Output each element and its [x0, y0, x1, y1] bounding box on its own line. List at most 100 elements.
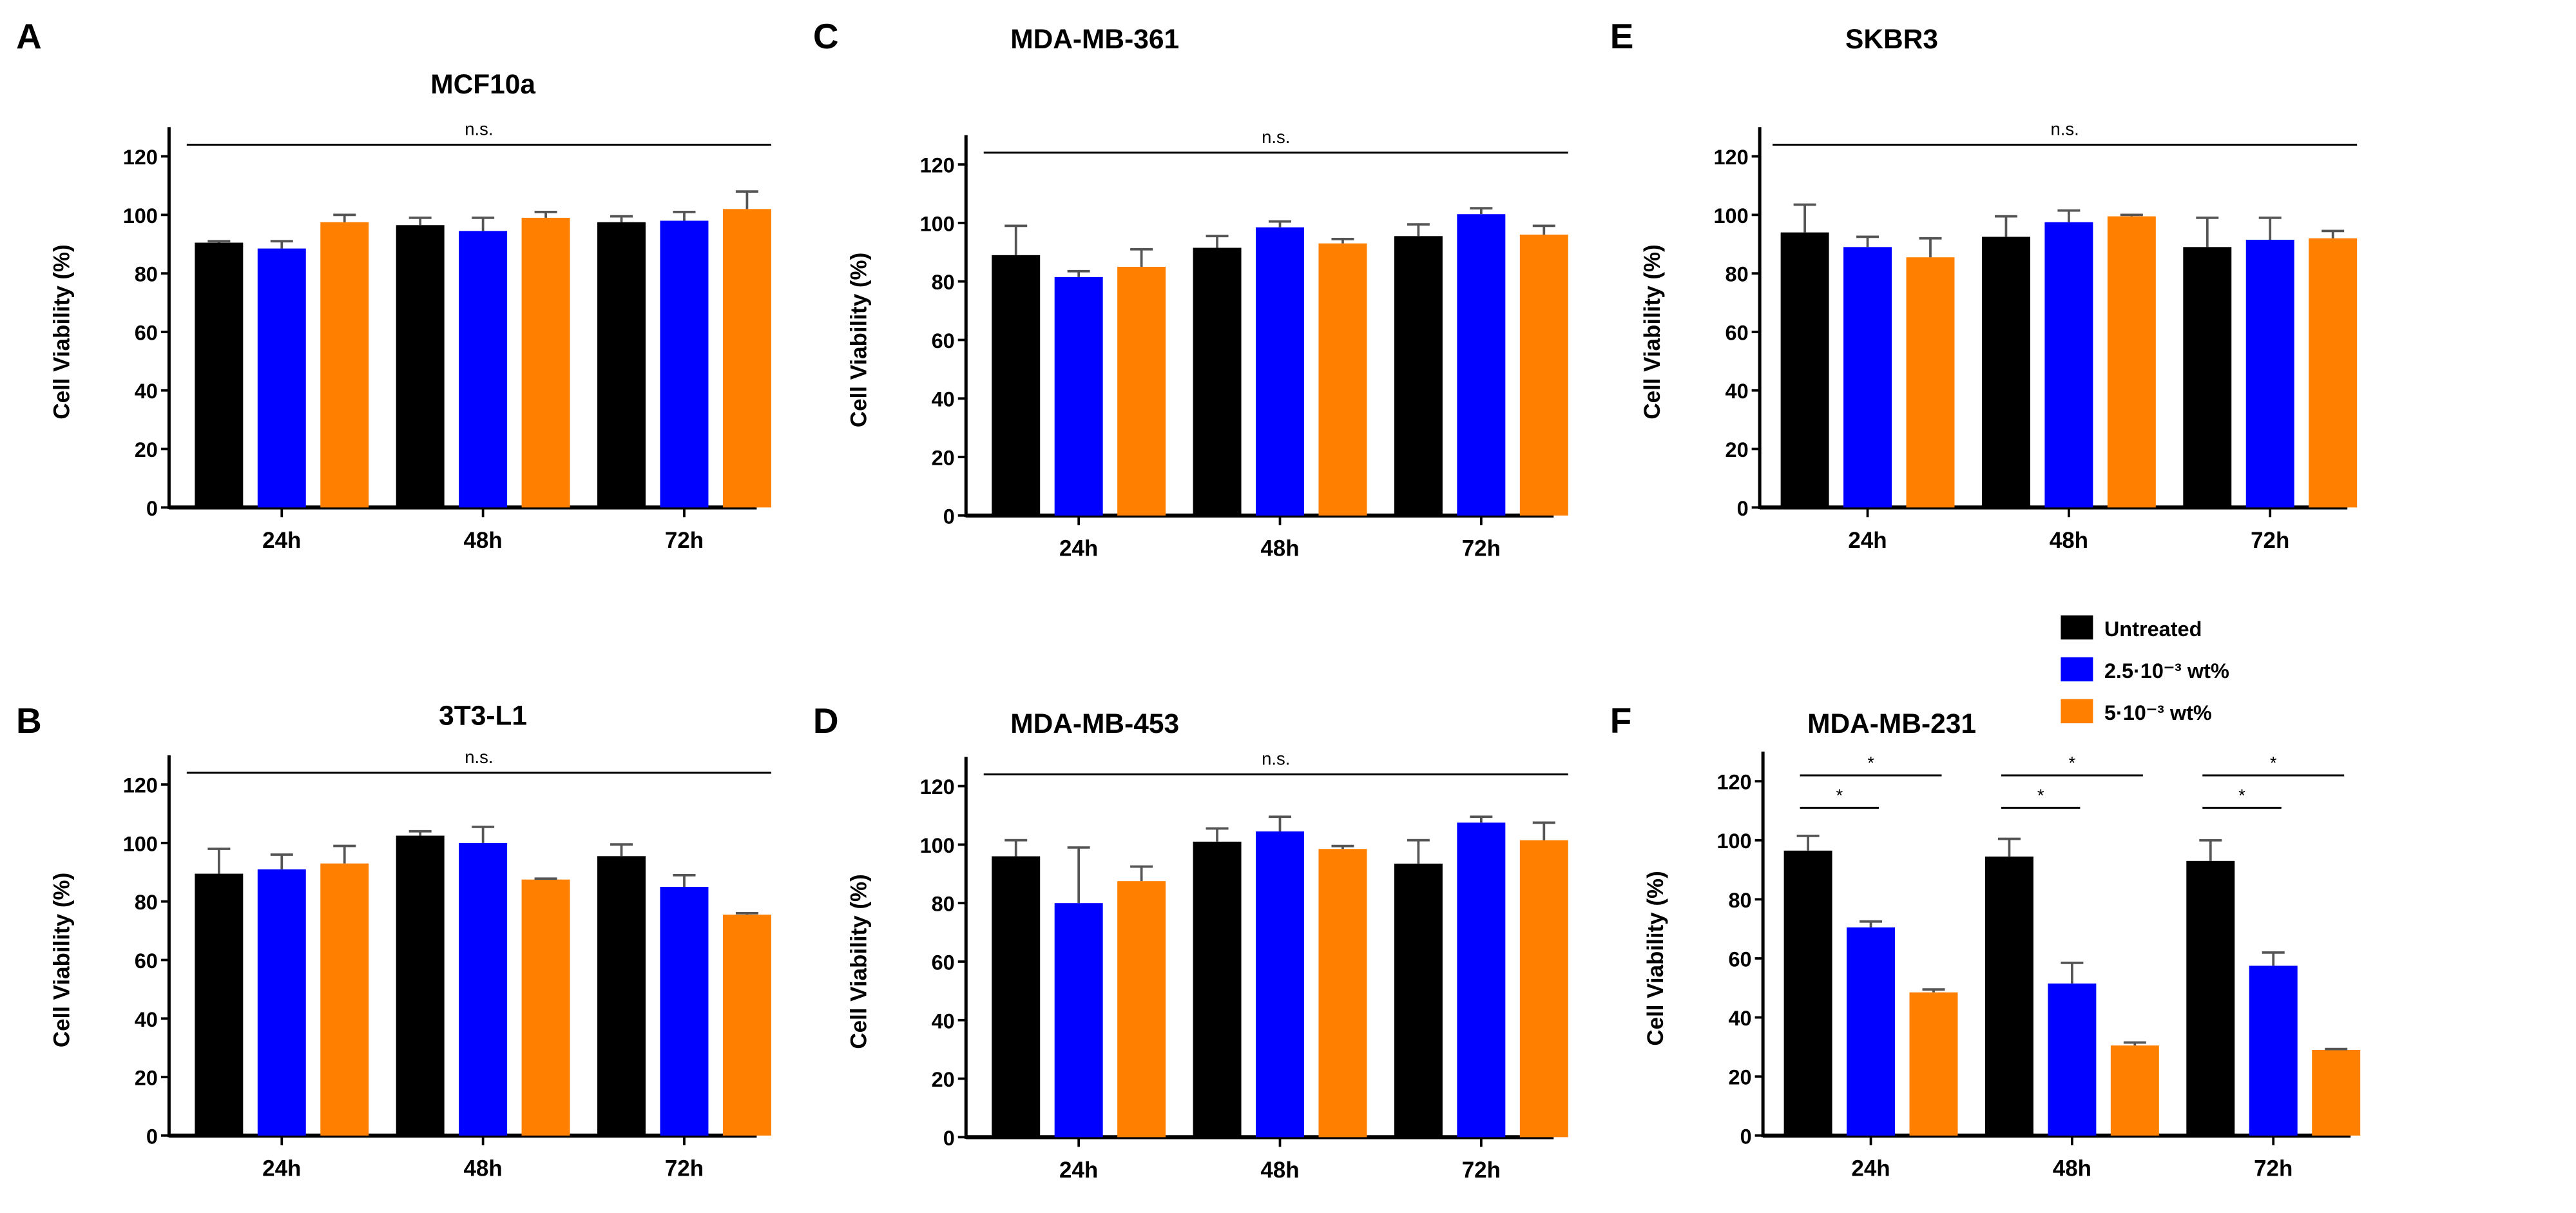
panel-e: E SKBR3 0 20 40 60 80 100 120 Cell Viability (%) 2…	[1610, 16, 2358, 553]
bar-2-5-10-wt--72h	[660, 886, 709, 1136]
bar-5-10-wt--72h	[2309, 238, 2358, 508]
y-tick-label: 0	[146, 1125, 158, 1148]
chart-title: SKBR3	[1845, 24, 1938, 54]
significance-label: n.s.	[465, 119, 493, 139]
y-tick-label: 120	[1716, 771, 1751, 794]
x-tick-label: 72h	[1462, 1158, 1501, 1183]
y-tick-label: 60	[135, 949, 158, 973]
legend-swatch	[2061, 657, 2093, 682]
bar-5-10-wt--48h	[2110, 1045, 2159, 1136]
y-tick-label: 40	[932, 1009, 955, 1033]
x-tick-label: 72h	[665, 528, 704, 553]
x-tick-label: 48h	[1260, 1158, 1299, 1183]
y-tick-label: 80	[135, 891, 158, 914]
y-axis-label: Cell Viability (%)	[1643, 871, 1668, 1045]
y-tick-label: 100	[123, 204, 158, 228]
y-tick-label: 40	[932, 388, 955, 411]
y-tick-label: 80	[932, 893, 955, 916]
x-tick-label: 72h	[1462, 536, 1501, 561]
y-tick-label: 20	[135, 1067, 158, 1090]
x-tick-label: 48h	[463, 1156, 502, 1181]
y-tick-label: 80	[135, 263, 158, 286]
panel-c: C MDA-MB-361 0 20 40 60 80 100 120 Cell Viability…	[813, 16, 1568, 561]
legend-swatch	[2061, 699, 2093, 724]
panel-f: F MDA-MB-231 0 20 40 60 80 100 120 Cell Viability…	[1610, 701, 2361, 1181]
y-tick-label: 40	[1729, 1007, 1752, 1030]
bar-untreated-48h	[1981, 237, 2030, 508]
y-tick-label: 120	[920, 775, 955, 799]
y-tick-label: 80	[1729, 889, 1752, 912]
bar-untreated-24h	[992, 856, 1041, 1138]
x-tick-label: 72h	[2251, 528, 2289, 553]
chart-title: MDA-MB-453	[1010, 708, 1179, 739]
y-tick-label: 0	[1737, 497, 1749, 520]
y-axis-label: Cell Viability (%)	[846, 253, 871, 427]
panel-letter: B	[16, 701, 42, 741]
y-tick-label: 40	[135, 380, 158, 403]
y-tick-label: 60	[135, 321, 158, 344]
bar-2-5-10-wt--24h	[257, 248, 306, 508]
bar-untreated-72h	[1394, 236, 1443, 516]
bar-2-5-10-wt--24h	[1054, 277, 1103, 516]
y-tick-label: 80	[1725, 263, 1749, 286]
y-tick-label: 60	[932, 329, 955, 353]
y-tick-label: 60	[932, 951, 955, 974]
y-tick-label: 0	[943, 505, 955, 528]
y-tick-label: 60	[1725, 321, 1749, 344]
bar-2-5-10-wt--72h	[1457, 822, 1506, 1138]
significance-star: *	[1867, 753, 1874, 773]
bar-5-10-wt--72h	[1519, 235, 1568, 516]
y-tick-label: 0	[146, 497, 158, 520]
bar-untreated-48h	[1193, 247, 1242, 516]
y-axis-label: Cell Viability (%)	[846, 874, 871, 1049]
bar-untreated-72h	[597, 856, 646, 1136]
y-tick-label: 80	[932, 271, 955, 294]
y-tick-label: 0	[1740, 1125, 1752, 1148]
significance-label: n.s.	[465, 747, 493, 767]
bar-5-10-wt--72h	[2312, 1049, 2361, 1136]
bar-5-10-wt--24h	[320, 863, 369, 1136]
bar-5-10-wt--24h	[1117, 881, 1166, 1138]
y-tick-label: 40	[135, 1008, 158, 1031]
legend: Untreated 2.5·10⁻³ wt% 5·10⁻³ wt%	[2061, 615, 2229, 724]
y-tick-label: 120	[123, 774, 158, 797]
chart-title: MCF10a	[430, 69, 535, 99]
chart-title: MDA-MB-361	[1010, 24, 1179, 54]
panel-letter: D	[813, 701, 839, 741]
panel-letter: F	[1610, 701, 1632, 741]
y-tick-label: 20	[1729, 1066, 1752, 1089]
significance-label: n.s.	[1262, 748, 1290, 768]
bar-2-5-10-wt--24h	[257, 869, 306, 1136]
y-tick-label: 100	[920, 212, 955, 235]
significance-star: *	[2037, 785, 2044, 805]
bar-untreated-48h	[396, 835, 445, 1136]
y-axis-label: Cell Viability (%)	[49, 244, 74, 419]
y-tick-label: 100	[123, 832, 158, 855]
x-tick-label: 48h	[2050, 528, 2088, 553]
x-tick-label: 48h	[463, 528, 502, 553]
bar-5-10-wt--24h	[320, 222, 369, 508]
x-tick-label: 24h	[1848, 528, 1887, 553]
x-tick-label: 72h	[2254, 1156, 2292, 1181]
legend-label: 2.5·10⁻³ wt%	[2104, 659, 2229, 683]
legend-label: 5·10⁻³ wt%	[2104, 701, 2212, 724]
significance-label: n.s.	[2051, 119, 2079, 139]
panel-b: B 3T3-L1 0 20 40 60 80 100 120 Cell Viability (%)…	[16, 701, 771, 1181]
panel-a: A MCF10a 0 20 40 60 80 100 120 Cell Viability (%)…	[16, 16, 771, 553]
y-tick-label: 100	[1716, 830, 1751, 853]
significance-star: *	[2270, 753, 2277, 773]
bar-untreated-48h	[1985, 856, 2033, 1136]
bar-5-10-wt--48h	[2107, 216, 2156, 508]
bar-2-5-10-wt--24h	[1847, 927, 1896, 1136]
bar-2-5-10-wt--72h	[1457, 214, 1506, 516]
y-tick-label: 120	[1713, 146, 1748, 169]
bar-5-10-wt--72h	[722, 915, 771, 1136]
bar-5-10-wt--72h	[722, 209, 771, 508]
x-tick-label: 24h	[262, 528, 301, 553]
legend-label: Untreated	[2104, 617, 2202, 641]
bar-5-10-wt--48h	[1318, 849, 1367, 1138]
x-tick-label: 24h	[1851, 1156, 1890, 1181]
bar-2-5-10-wt--48h	[2044, 222, 2093, 508]
bar-untreated-48h	[396, 225, 445, 508]
bar-untreated-24h	[1780, 232, 1829, 508]
